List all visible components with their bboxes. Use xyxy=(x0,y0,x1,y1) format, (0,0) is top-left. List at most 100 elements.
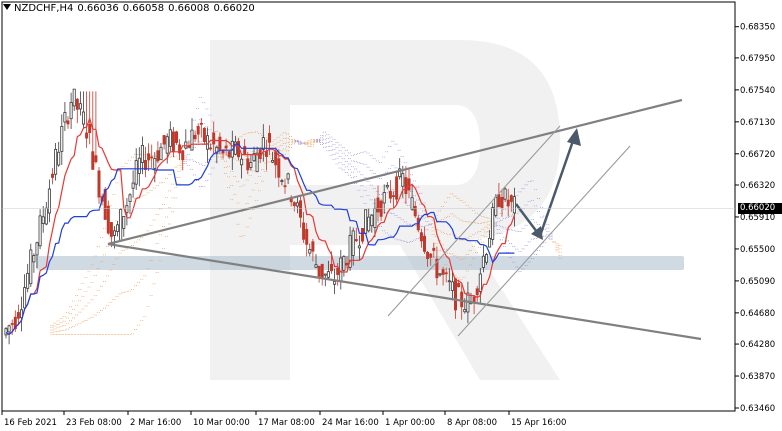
candle-body xyxy=(438,273,442,276)
candle-body xyxy=(168,129,172,147)
candle-body xyxy=(336,267,340,275)
candle-body xyxy=(116,224,120,232)
upper-trendline xyxy=(107,98,683,246)
y-tick-label: 0.65910 xyxy=(740,213,775,223)
candle-body xyxy=(295,202,299,207)
candle-body xyxy=(385,184,389,188)
candle-body xyxy=(246,158,250,171)
candle-body xyxy=(391,195,395,198)
candle-body xyxy=(302,222,306,240)
x-tick-label: 8 Apr 08:00 xyxy=(447,418,497,428)
candle-body xyxy=(308,249,312,254)
candle-body xyxy=(147,153,151,161)
candle-body xyxy=(283,185,287,188)
candle-body xyxy=(199,122,203,125)
y-tick-label: 0.64680 xyxy=(740,309,775,319)
candle-body xyxy=(382,192,386,204)
candle-body xyxy=(47,188,51,214)
candle-body xyxy=(323,273,327,276)
candle-body xyxy=(432,247,436,251)
candle-body xyxy=(38,215,42,247)
candle-body xyxy=(342,255,346,271)
tenkan-sen-line xyxy=(5,116,515,336)
candle-body xyxy=(364,209,368,234)
candle-body xyxy=(26,272,30,289)
candle-body xyxy=(32,255,36,263)
candle-body xyxy=(494,196,498,216)
y-tick-label: 0.63460 xyxy=(740,404,775,414)
candle-body xyxy=(174,131,178,143)
candle-body xyxy=(351,230,355,256)
candle-body xyxy=(171,131,175,152)
forecast-down-arrowhead xyxy=(531,226,543,240)
candle-body xyxy=(500,197,504,209)
candle-body xyxy=(140,145,144,163)
candle-body xyxy=(202,127,206,142)
candle-body xyxy=(404,177,408,194)
candle-body xyxy=(488,237,492,248)
candle-body xyxy=(209,147,213,150)
candle-body xyxy=(156,150,160,162)
candle-body xyxy=(119,209,123,241)
kijun-sen-line xyxy=(5,143,515,336)
x-tick-label: 24 Mar 16:00 xyxy=(322,418,379,428)
candle-body xyxy=(460,291,464,308)
candle-body xyxy=(450,281,454,291)
candle-body xyxy=(264,150,268,157)
candle-body xyxy=(19,309,23,319)
chart-header: NZDCHF,H4 0.66036 0.66058 0.66008 0.66020 xyxy=(3,3,259,14)
candle-body xyxy=(103,188,107,220)
candle-body xyxy=(106,205,110,234)
low-value: 0.66008 xyxy=(168,3,210,14)
candle-body xyxy=(159,146,163,161)
candle-body xyxy=(78,103,82,110)
x-tick-label: 17 Mar 08:00 xyxy=(258,418,315,428)
candle-body xyxy=(286,173,290,180)
candle-body xyxy=(134,160,138,185)
y-tick-label: 0.66320 xyxy=(740,181,775,191)
candle-body xyxy=(298,200,302,218)
candle-body xyxy=(16,312,20,319)
candle-body xyxy=(131,182,135,189)
y-tick-label: 0.66720 xyxy=(740,150,775,160)
candle-body xyxy=(218,136,222,150)
candle-body xyxy=(320,263,324,279)
candle-body xyxy=(212,132,216,145)
forecast-up-arrow xyxy=(538,137,576,237)
y-tick-label: 0.63870 xyxy=(740,372,775,382)
candle-body xyxy=(426,251,430,260)
candle-body xyxy=(395,176,399,200)
candle-body xyxy=(354,239,358,242)
candle-body xyxy=(357,245,361,249)
candle-body xyxy=(274,151,278,166)
collapse-triangle-icon[interactable] xyxy=(3,4,11,10)
candle-body xyxy=(41,216,45,224)
candle-body xyxy=(54,148,58,175)
candle-body xyxy=(370,214,374,227)
candle-body xyxy=(150,156,154,159)
candle-body xyxy=(463,309,467,313)
forecast-up-arrowhead xyxy=(567,128,581,146)
candle-body xyxy=(388,190,392,199)
candle-body xyxy=(271,160,275,163)
candle-body xyxy=(224,145,228,149)
candle-body xyxy=(69,102,73,120)
candle-body xyxy=(429,253,433,258)
candle-body xyxy=(503,188,507,200)
close-value: 0.66020 xyxy=(213,3,255,14)
candle-body xyxy=(410,197,414,210)
candle-body xyxy=(82,111,86,125)
candle-body xyxy=(422,235,426,252)
candle-body xyxy=(184,141,188,149)
candle-body xyxy=(113,230,117,236)
candle-body xyxy=(75,98,79,110)
candle-body xyxy=(10,323,14,325)
candle-body xyxy=(215,146,219,154)
candle-body xyxy=(63,112,67,123)
y-tick-label: 0.65500 xyxy=(740,245,775,255)
candle-body xyxy=(97,170,101,198)
candle-body xyxy=(401,173,405,187)
symbol-label: NZDCHF,H4 xyxy=(14,3,74,14)
candle-body xyxy=(484,254,488,263)
